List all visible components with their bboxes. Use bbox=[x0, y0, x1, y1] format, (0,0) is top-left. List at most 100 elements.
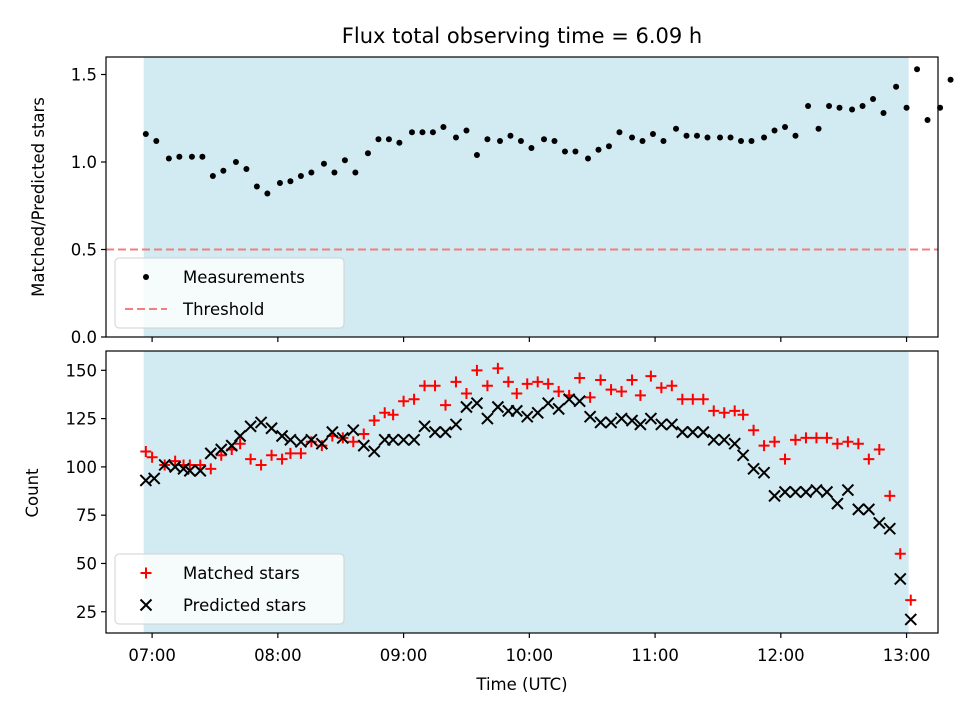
predicted-star-point bbox=[634, 418, 647, 431]
measurement-point bbox=[452, 134, 459, 141]
matched-star-point bbox=[347, 436, 359, 448]
predicted-star-point bbox=[655, 418, 668, 431]
matched-star-point bbox=[387, 409, 399, 421]
measurement-point bbox=[947, 76, 954, 83]
predicted-star-point bbox=[820, 485, 834, 499]
matched-star-point bbox=[605, 384, 617, 396]
bottom-y-axis-label: Count bbox=[23, 468, 42, 518]
matched-star-point bbox=[215, 449, 227, 461]
matched-star-point bbox=[234, 438, 246, 450]
measurement-point bbox=[276, 180, 283, 186]
predicted-star-point bbox=[531, 406, 544, 420]
predicted-stars-series bbox=[139, 393, 917, 626]
predicted-star-point bbox=[697, 425, 710, 439]
matched-stars-series bbox=[140, 362, 917, 606]
measurement-point bbox=[551, 138, 558, 144]
chart-title: Flux total observing time = 6.09 h bbox=[342, 24, 702, 48]
measurement-point bbox=[605, 143, 612, 150]
matched-star-point bbox=[429, 380, 441, 392]
predicted-star-point bbox=[418, 420, 431, 433]
matched-star-point bbox=[419, 380, 431, 392]
matched-star-point bbox=[779, 453, 791, 465]
matched-star-point bbox=[697, 393, 709, 405]
legend-label: Predicted stars bbox=[183, 596, 306, 615]
matched-star-point bbox=[769, 436, 781, 448]
predicted-star-point bbox=[604, 416, 618, 429]
measurement-point bbox=[375, 136, 382, 143]
predicted-star-point bbox=[541, 396, 555, 410]
measurement-point bbox=[484, 136, 491, 143]
top-legend: Measurements Threshold bbox=[114, 257, 345, 329]
matched-star-point bbox=[831, 438, 843, 450]
predicted-star-point bbox=[625, 414, 639, 427]
top-y-tick-label: 0.0 bbox=[71, 328, 97, 347]
predicted-star-point bbox=[470, 396, 484, 410]
measurement-point bbox=[673, 125, 680, 132]
matched-star-point bbox=[379, 407, 391, 419]
matched-star-point bbox=[737, 409, 749, 421]
measurement-point bbox=[220, 167, 227, 174]
measurement-point bbox=[364, 150, 371, 157]
measurement-point bbox=[142, 131, 149, 137]
predicted-star-point bbox=[757, 466, 771, 479]
bottom-y-tick-label: 75 bbox=[76, 506, 97, 525]
bottom-y-tick-label: 100 bbox=[66, 458, 98, 477]
predicted-star-point bbox=[810, 483, 823, 497]
legend-label: Threshold bbox=[182, 300, 264, 319]
measurement-point bbox=[815, 125, 822, 132]
matched-star-point bbox=[574, 372, 586, 384]
measurements-series bbox=[142, 66, 954, 197]
predicted-star-point bbox=[883, 522, 897, 535]
matched-star-point bbox=[255, 459, 267, 471]
predicted-star-point bbox=[305, 433, 318, 447]
matched-star-point bbox=[481, 380, 493, 392]
measurement-point bbox=[199, 153, 206, 160]
measurement-point bbox=[463, 127, 470, 134]
measurement-point bbox=[165, 155, 172, 162]
matched-star-point bbox=[553, 386, 565, 398]
top-y-tick-label: 1.0 bbox=[71, 153, 97, 172]
measurement-point bbox=[496, 138, 503, 144]
measurement-point bbox=[738, 138, 745, 144]
predicted-star-point bbox=[644, 412, 658, 425]
predicted-star-point bbox=[789, 485, 802, 499]
measurement-point bbox=[792, 132, 799, 139]
measurement-point bbox=[297, 173, 304, 179]
bottom-y-tick-label: 50 bbox=[76, 554, 97, 573]
predicted-star-point bbox=[904, 613, 917, 626]
measurement-point bbox=[419, 129, 426, 136]
measurement-point bbox=[704, 134, 711, 141]
matched-star-point bbox=[748, 424, 760, 436]
predicted-star-point bbox=[284, 433, 297, 447]
measurement-point bbox=[352, 169, 359, 176]
predicted-star-point bbox=[275, 429, 289, 443]
measurement-point bbox=[805, 103, 812, 109]
predicted-star-point bbox=[852, 503, 865, 516]
x-axis-label: Time (UTC) bbox=[475, 675, 567, 694]
matched-star-point bbox=[905, 594, 917, 606]
measurement-point bbox=[517, 138, 524, 144]
predicted-star-point bbox=[747, 462, 760, 476]
legend-box bbox=[114, 257, 345, 329]
predicted-star-point bbox=[481, 412, 494, 425]
predicted-star-point bbox=[147, 472, 161, 485]
measurement-point bbox=[308, 169, 315, 176]
measurement-point bbox=[616, 129, 623, 136]
predicted-star-point bbox=[265, 422, 278, 435]
matched-star-point bbox=[758, 440, 770, 452]
measurement-point bbox=[836, 104, 843, 111]
matched-star-point bbox=[169, 455, 181, 467]
measurement-point bbox=[859, 103, 866, 109]
matched-star-point bbox=[852, 438, 864, 450]
measurement-point bbox=[429, 129, 436, 136]
predicted-star-point bbox=[510, 404, 523, 418]
legend-box bbox=[114, 553, 345, 625]
predicted-star-point bbox=[315, 437, 329, 450]
matched-star-point bbox=[146, 451, 158, 463]
measurement-point bbox=[660, 138, 667, 144]
measurement-point bbox=[914, 66, 921, 73]
x-tick-label: 12:00 bbox=[757, 646, 805, 665]
measurement-point bbox=[243, 166, 250, 172]
measurement-point bbox=[541, 136, 548, 143]
predicted-star-point bbox=[183, 464, 197, 477]
